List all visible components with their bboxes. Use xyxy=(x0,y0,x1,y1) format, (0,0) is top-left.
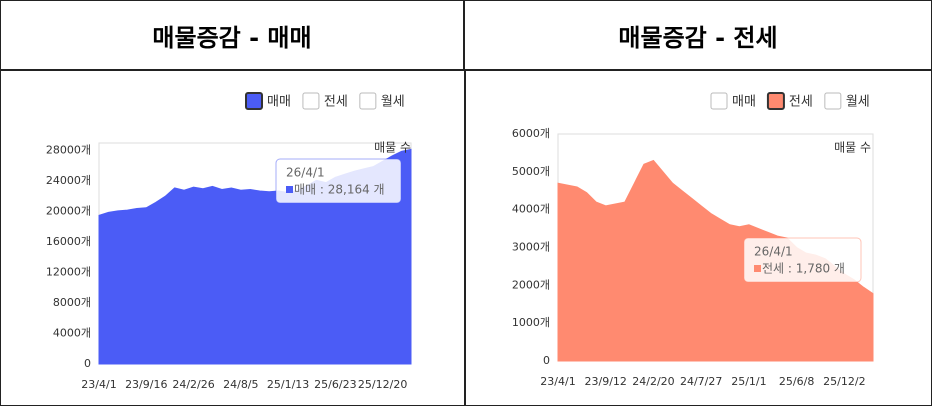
tooltip-swatch xyxy=(754,265,761,272)
legend-label[interactable]: 매매 xyxy=(732,95,756,110)
tooltip-text: 매매 : 28,164 개 xyxy=(294,183,385,197)
legend-checkbox[interactable] xyxy=(245,92,263,110)
panel-title: 매물증감 - 매매 xyxy=(1,1,465,71)
tooltip-swatch xyxy=(286,186,293,193)
legend-label[interactable]: 매매 xyxy=(267,95,291,110)
y-tick-label: 4000개 xyxy=(512,203,550,216)
x-tick-label: 25/12/20 xyxy=(358,378,407,391)
legend-label[interactable]: 월세 xyxy=(846,95,870,110)
x-tick-label: 23/9/12 xyxy=(585,375,627,388)
y-tick-label: 20000개 xyxy=(46,205,91,218)
panel-title: 매물증감 - 전세 xyxy=(465,1,931,71)
x-tick-label: 25/6/23 xyxy=(314,378,356,391)
tooltip-box xyxy=(275,158,402,204)
x-tick-label: 24/7/27 xyxy=(680,375,722,388)
legend-checkbox[interactable] xyxy=(359,92,377,110)
y-tick-label: 6000개 xyxy=(512,127,550,140)
tooltip-text: 전세 : 1,780 개 xyxy=(762,262,845,276)
x-tick-label: 23/9/16 xyxy=(125,378,167,391)
y-tick-label: 24000개 xyxy=(46,174,91,187)
y-tick-label: 5000개 xyxy=(512,165,550,178)
x-tick-label: 24/2/26 xyxy=(172,378,214,391)
legend-checkbox[interactable] xyxy=(824,92,842,110)
x-tick-label: 25/1/1 xyxy=(731,375,766,388)
legend-checkbox[interactable] xyxy=(766,92,785,110)
y-tick-label: 28000개 xyxy=(46,144,91,157)
y-tick-label: 1000개 xyxy=(512,316,550,329)
tooltip-x: 26/4/1 xyxy=(754,245,793,259)
legend-label[interactable]: 전세 xyxy=(324,95,348,110)
annotation: 매물 수 xyxy=(374,141,411,155)
x-tick-label: 25/1/13 xyxy=(267,378,309,391)
x-tick-label: 25/12/2 xyxy=(823,375,865,388)
y-tick-label: 8000개 xyxy=(53,296,91,309)
tooltip-x: 26/4/1 xyxy=(286,166,325,180)
y-tick-label: 0 xyxy=(543,354,550,367)
legend-checkbox[interactable] xyxy=(710,92,728,110)
y-tick-label: 0 xyxy=(84,357,91,370)
y-tick-label: 12000개 xyxy=(46,266,91,279)
x-tick-label: 24/8/5 xyxy=(223,378,258,391)
tooltip-box xyxy=(743,237,862,283)
y-tick-label: 4000개 xyxy=(53,327,91,340)
x-tick-label: 23/4/1 xyxy=(540,375,575,388)
y-tick-label: 3000개 xyxy=(512,241,550,254)
legend-label[interactable]: 전세 xyxy=(789,95,813,110)
legend-label[interactable]: 월세 xyxy=(381,95,405,110)
x-tick-label: 24/2/20 xyxy=(632,375,674,388)
y-tick-label: 16000개 xyxy=(46,235,91,248)
x-tick-label: 23/4/1 xyxy=(81,378,116,391)
x-tick-label: 25/6/8 xyxy=(779,375,814,388)
divider xyxy=(464,71,466,405)
legend-checkbox[interactable] xyxy=(302,92,320,110)
annotation: 매물 수 xyxy=(834,141,871,155)
y-tick-label: 2000개 xyxy=(512,278,550,291)
